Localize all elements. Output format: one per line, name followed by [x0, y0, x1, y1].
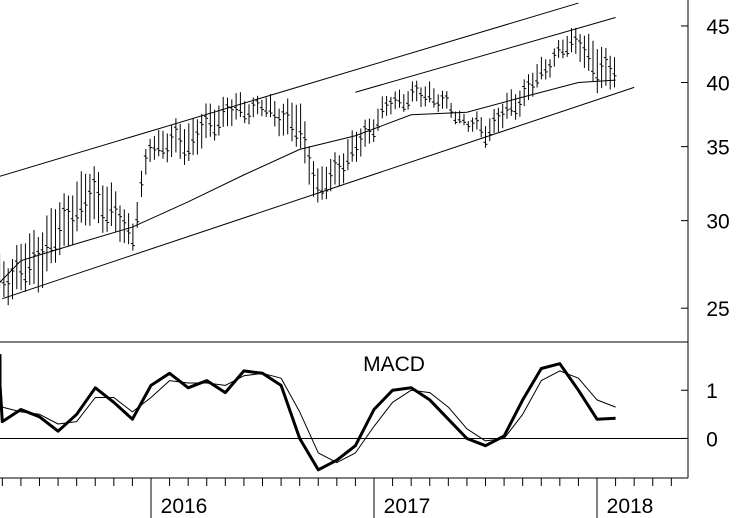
x-axis: 2016 2017 2018 — [1, 478, 672, 518]
macd-lines — [0, 354, 616, 472]
macd-macd-line — [0, 354, 616, 472]
price-tick-label: 40 — [706, 73, 729, 96]
price-tick-label: 30 — [706, 211, 729, 234]
price-tick-label: 25 — [706, 298, 729, 321]
channel-line-upper — [0, 2, 579, 177]
macd-y-ticks: 01 — [0, 380, 718, 451]
x-year-label: 2018 — [607, 495, 654, 518]
x-year-label: 2017 — [384, 495, 431, 518]
price-tick-label: 45 — [706, 16, 729, 39]
channel-line-middle — [355, 17, 616, 93]
price-bars — [0, 27, 617, 306]
price-tick-label: 35 — [706, 137, 729, 160]
channel-lines — [0, 2, 635, 300]
macd-tick-label: 0 — [706, 428, 718, 451]
price-y-ticks: 25 30 35 40 45 — [681, 16, 730, 321]
macd-title: MACD — [363, 353, 425, 376]
macd-signal-line — [0, 361, 616, 464]
moving-average — [0, 79, 616, 283]
macd-tick-label: 1 — [706, 380, 718, 403]
x-year-label: 2016 — [161, 495, 208, 518]
moving-average-line — [0, 79, 616, 283]
